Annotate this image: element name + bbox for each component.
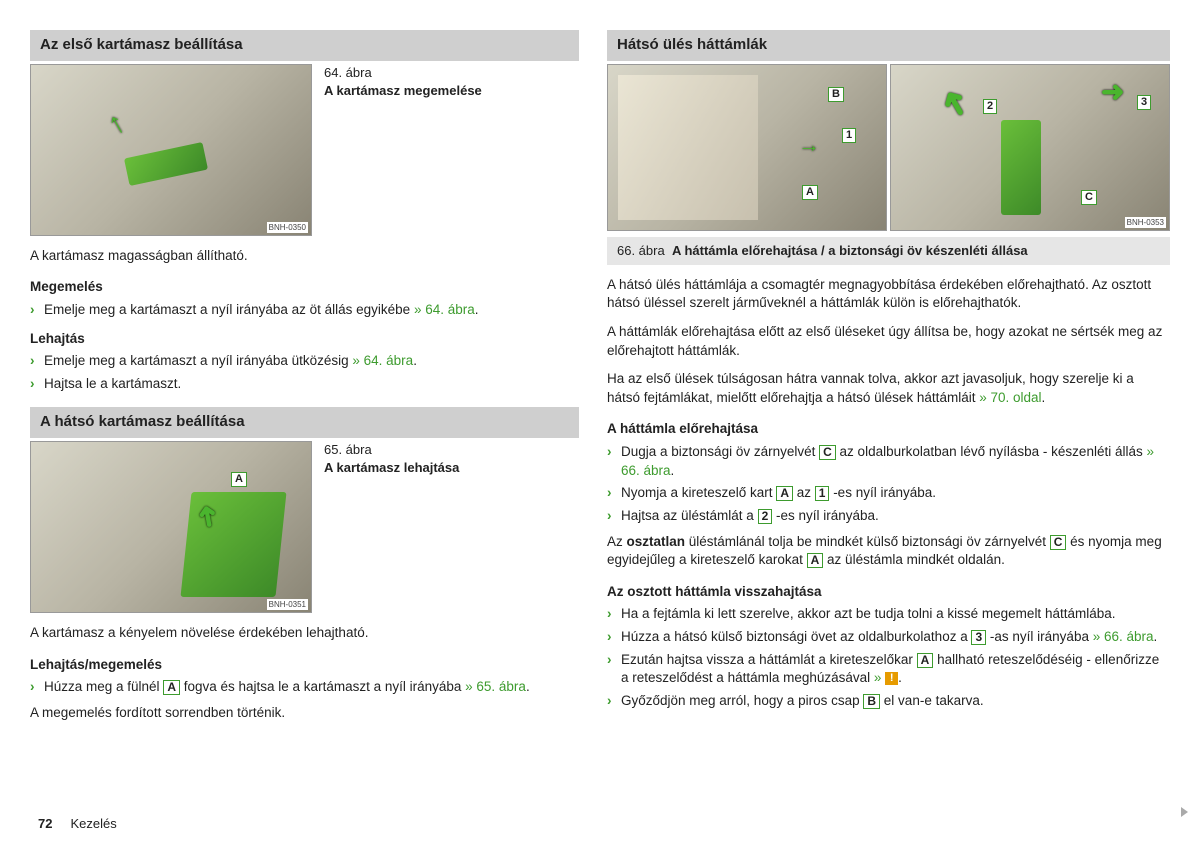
callout-label: 3 xyxy=(971,630,986,645)
callout-label: A xyxy=(807,553,824,568)
body-text: A megemelés fordított sorrendben történi… xyxy=(30,704,579,723)
body-text: A hátsó ülés háttámlája a csomagtér megn… xyxy=(607,276,1170,313)
figure-ref: » 64. ábra xyxy=(352,353,413,368)
right-column: Hátsó ülés háttámlák B 1 A → ➜ 2 ➜ 3 C B… xyxy=(607,30,1170,835)
figure-ref: » 66. ábra xyxy=(1093,629,1154,644)
callout-label: C xyxy=(1081,190,1097,205)
figure-64-caption: 64. ábra A kartámasz megemelése xyxy=(324,64,482,236)
figure-64: ↑ BNH-0350 64. ábra A kartámasz megemelé… xyxy=(30,64,579,236)
left-column: Az első kartámasz beállítása ↑ BNH-0350 … xyxy=(30,30,579,835)
subheading: Lehajtás xyxy=(30,330,579,349)
step: Hajtsa le a kartámaszt. xyxy=(30,375,579,394)
step: Ha a fejtámla ki lett szerelve, akkor az… xyxy=(607,605,1170,624)
section-header: Hátsó ülés háttámlák xyxy=(607,30,1170,61)
figure-64-image: ↑ BNH-0350 xyxy=(30,64,312,236)
figure-65-image: A ➜ BNH-0351 xyxy=(30,441,312,613)
callout-label: A xyxy=(917,653,934,668)
step: Hajtsa az üléstámlát a 2 -es nyíl irányá… xyxy=(607,507,1170,526)
chapter-name: Kezelés xyxy=(70,816,116,831)
step: Győződjön meg arról, hogy a piros csap B… xyxy=(607,692,1170,711)
callout-label: 1 xyxy=(842,128,856,143)
callout-label: 3 xyxy=(1137,95,1151,110)
callout-label: A xyxy=(163,680,180,695)
figure-66-image-left: B 1 A → xyxy=(607,64,887,231)
callout-label: C xyxy=(819,445,836,460)
subheading: Lehajtás/megemelés xyxy=(30,656,579,675)
callout-label: 2 xyxy=(758,509,773,524)
body-text: Az osztatlan üléstámlánál tolja be mindk… xyxy=(607,533,1170,570)
figure-ref: » 64. ábra xyxy=(414,302,475,317)
body-text: A kartámasz magasságban állítható. xyxy=(30,247,579,266)
page-footer: 72 Kezelés xyxy=(38,815,117,833)
figure-ref: » 65. ábra xyxy=(465,679,526,694)
callout-label: B xyxy=(863,694,880,709)
step: Ezután hajtsa vissza a háttámlát a kiret… xyxy=(607,651,1170,688)
step: Húzza meg a fülnél A fogva és hajtsa le … xyxy=(30,678,579,697)
continue-arrow-icon xyxy=(1181,807,1188,817)
figure-code: BNH-0350 xyxy=(267,222,308,233)
callout-label: A xyxy=(776,486,793,501)
subheading: Az osztott háttámla visszahajtása xyxy=(607,583,1170,602)
callout-label: A xyxy=(802,185,818,200)
figure-number: 64. ábra xyxy=(324,64,482,82)
body-text: Ha az első ülések túlságosan hátra vanna… xyxy=(607,370,1170,407)
figure-code: BNH-0353 xyxy=(1125,217,1166,228)
step: Dugja a biztonsági öv zárnyelvét C az ol… xyxy=(607,443,1170,480)
callout-label: A xyxy=(231,472,247,487)
step: Emelje meg a kartámaszt a nyíl irányába … xyxy=(30,352,579,371)
body-text: A háttámlák előrehajtása előtt az első ü… xyxy=(607,323,1170,360)
callout-label: C xyxy=(1050,535,1067,550)
subheading: A háttámla előrehajtása xyxy=(607,420,1170,439)
figure-66: B 1 A → ➜ 2 ➜ 3 C BNH-0353 xyxy=(607,64,1170,231)
figure-title: A kartámasz lehajtása xyxy=(324,459,459,477)
page-ref: » 70. oldal xyxy=(979,390,1041,405)
step: Emelje meg a kartámaszt a nyíl irányába … xyxy=(30,301,579,320)
page-number: 72 xyxy=(38,816,52,831)
callout-label: 1 xyxy=(815,486,830,501)
figure-code: BNH-0351 xyxy=(267,599,308,610)
figure-65: A ➜ BNH-0351 65. ábra A kartámasz lehajt… xyxy=(30,441,579,613)
section-header: A hátsó kartámasz beállítása xyxy=(30,407,579,438)
step: Nyomja a kireteszelő kart A az 1 -es nyí… xyxy=(607,484,1170,503)
manual-page: Az első kartámasz beállítása ↑ BNH-0350 … xyxy=(0,0,1200,845)
figure-number: 65. ábra xyxy=(324,441,459,459)
figure-65-caption: 65. ábra A kartámasz lehajtása xyxy=(324,441,459,613)
callout-label: B xyxy=(828,87,844,102)
figure-66-caption: 66. ábra A háttámla előrehajtása / a biz… xyxy=(607,237,1170,265)
subheading: Megemelés xyxy=(30,278,579,297)
body-text: A kartámasz a kényelem növelése érdekébe… xyxy=(30,624,579,643)
figure-title: A kartámasz megemelése xyxy=(324,82,482,100)
figure-66-image-right: ➜ 2 ➜ 3 C BNH-0353 xyxy=(890,64,1170,231)
callout-label: 2 xyxy=(983,99,997,114)
warning-icon: ! xyxy=(885,672,898,685)
step: Húzza a hátsó külső biztonsági övet az o… xyxy=(607,628,1170,647)
section-header: Az első kartámasz beállítása xyxy=(30,30,579,61)
